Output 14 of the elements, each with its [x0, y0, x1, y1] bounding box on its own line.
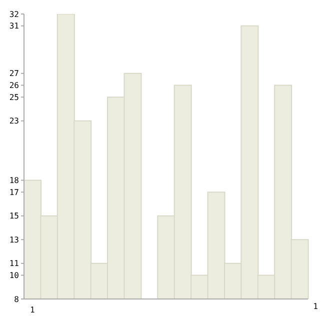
text: 1	[313, 302, 318, 312]
y-tick-label: 13	[9, 235, 20, 244]
y-tick-label: 11	[9, 259, 20, 268]
y-tick-label: 8	[14, 294, 20, 304]
y-tick-label: 32	[9, 10, 20, 19]
y-tick-label: 15	[9, 212, 20, 221]
y-tick-label: 27	[9, 69, 20, 78]
y-tick-label: 18	[9, 176, 20, 186]
y-tick-label: 17	[9, 188, 20, 197]
y-tick-label: 26	[9, 81, 20, 90]
y-tick-label: 31	[9, 22, 20, 31]
y-tick-label: 25	[9, 92, 20, 102]
y-tick-label: 10	[9, 271, 20, 280]
y-tick-label: 23	[9, 116, 20, 126]
